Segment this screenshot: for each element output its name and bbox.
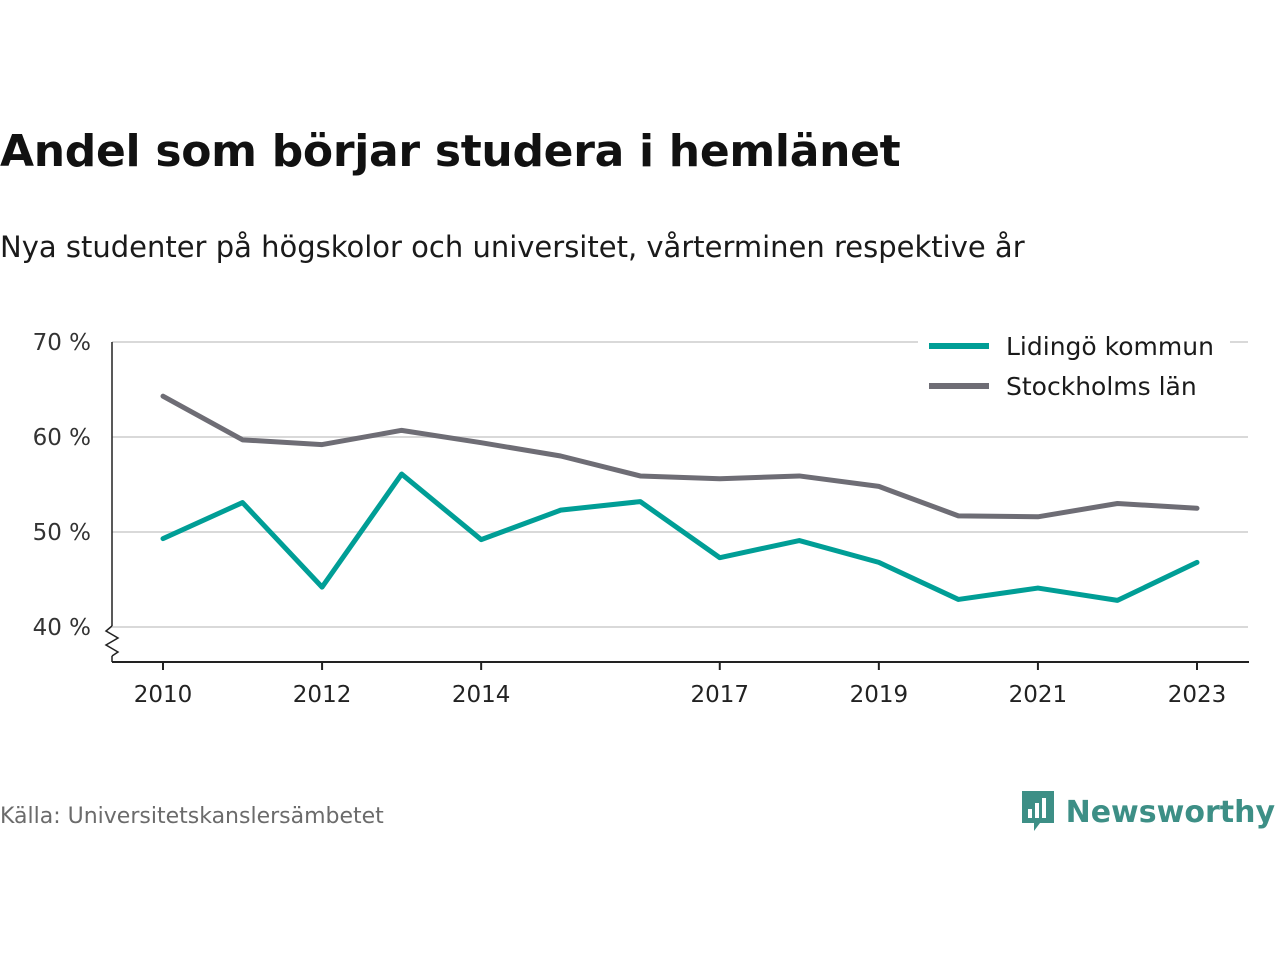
axis-break-symbol bbox=[104, 625, 120, 657]
brand-name: Newsworthy bbox=[1065, 794, 1275, 830]
brand-logo: Newsworthy bbox=[1020, 788, 1275, 836]
x-tick-label: 2023 bbox=[1168, 682, 1227, 708]
x-tick-label: 2014 bbox=[452, 682, 511, 708]
chart-title: Andel som börjar studera i hemlänet bbox=[0, 126, 901, 177]
legend-label-stockholm: Stockholms län bbox=[1006, 372, 1197, 401]
series-line-stockholm bbox=[160, 393, 1200, 520]
series-line-lidingo bbox=[160, 471, 1200, 603]
newsworthy-logo-icon bbox=[1021, 791, 1054, 831]
chart-subtitle: Nya studenter på högskolor och universit… bbox=[0, 230, 1025, 264]
y-tick-label: 50 % bbox=[33, 520, 91, 546]
x-tick-label: 2021 bbox=[1009, 682, 1068, 708]
legend-label-lidingo: Lidingö kommun bbox=[1006, 332, 1214, 361]
y-tick-label: 60 % bbox=[33, 425, 91, 451]
x-tick-label: 2010 bbox=[134, 682, 193, 708]
x-tick-label: 2017 bbox=[690, 682, 749, 708]
x-tick-label: 2012 bbox=[293, 682, 352, 708]
y-tick-label: 70 % bbox=[33, 330, 91, 356]
legend-background bbox=[918, 322, 1230, 410]
x-tick-label: 2019 bbox=[850, 682, 909, 708]
axes: 70 % 60 % 50 % 40 % 2010 2012 2014 2017 2019 2021… bbox=[33, 330, 1249, 708]
series-lines bbox=[160, 393, 1200, 603]
source-note: Källa: Universitetskanslersämbetet bbox=[0, 804, 384, 829]
y-tick-label: 40 % bbox=[33, 615, 91, 641]
legend: Lidingö kommun Stockholms län bbox=[918, 322, 1230, 410]
